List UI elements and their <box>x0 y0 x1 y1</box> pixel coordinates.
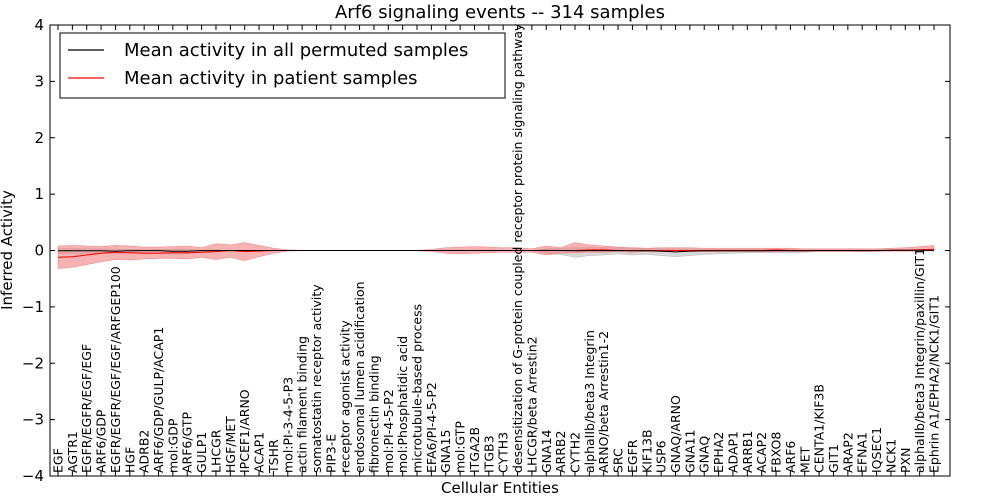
x-tick-label: ITGA2B <box>467 427 482 473</box>
x-tick-label: NCK1 <box>883 439 898 473</box>
x-tick-label: HGF/MET <box>223 416 238 473</box>
y-tick-label: −1 <box>22 298 44 316</box>
y-tick-label: 0 <box>34 242 44 260</box>
x-tick-label: mol:PI-3-4-5-P3 <box>280 377 295 473</box>
x-tick-label: mol:Phosphatidic acid <box>395 336 410 473</box>
x-tick-label: mol:GDP <box>165 418 180 473</box>
x-tick-label: desensitization of G-protein coupled rec… <box>510 23 525 473</box>
x-tick-label: IQSEC1 <box>869 427 884 473</box>
legend-box <box>59 32 506 99</box>
x-tick-label: alphaIIb/beta3 Integrin/paxillin/GIT1 <box>912 248 927 473</box>
legend: Mean activity in all permuted samples Me… <box>59 32 506 99</box>
x-tick-label: LHCGR/beta Arrestin2 <box>524 336 539 473</box>
y-tick-label: −4 <box>22 467 44 485</box>
x-tick-label: HGF <box>122 447 137 473</box>
x-tick-label: SRC <box>611 448 626 473</box>
x-tick-label: ADAP1 <box>726 431 741 473</box>
y-tick-label: 3 <box>34 72 44 90</box>
x-tick-label: PXN <box>898 448 913 473</box>
x-tick-label: GNAQ <box>697 436 712 473</box>
x-tick-label: ARF6/GDP/GULP/ACAP1 <box>151 327 166 473</box>
x-axis-ticks <box>57 25 935 476</box>
x-tick-label: GNAQ/ARNO <box>668 395 683 473</box>
patient-range-band <box>57 242 935 269</box>
x-tick-label: EFA6/PI-4-5-P2 <box>424 382 439 473</box>
x-tick-label: ARRB2 <box>553 431 568 473</box>
y-tick-label: 4 <box>34 16 44 34</box>
x-tick-label: actin filament binding <box>295 336 310 473</box>
plot-frame <box>49 24 951 477</box>
x-tick-label: FBXO8 <box>769 432 784 473</box>
y-tick-label: 2 <box>34 129 44 147</box>
x-tick-label: ARNO/beta Arrestin1-2 <box>596 331 611 473</box>
y-tick-label: −3 <box>22 411 44 429</box>
x-tick-labels: EGF AGTR1 EGFR/EGFR/EGF/EGF ARF6/GDP EGFR/EG… <box>51 23 942 474</box>
x-tick-label: CYTH2 <box>568 432 583 473</box>
x-tick-label: ADRB2 <box>137 430 152 473</box>
chart-title: Arf6 signaling events -- 314 samples <box>335 2 665 23</box>
x-tick-label: LHCGR <box>209 429 224 473</box>
x-tick-label: CENTA1/KIF3B <box>812 384 827 473</box>
x-tick-label: ARF6/GDP <box>94 409 109 473</box>
x-tick-label: microtubule-based process <box>410 304 425 473</box>
x-tick-label: ARRB1 <box>740 431 755 473</box>
x-tick-label: fibronectin binding <box>366 355 381 473</box>
x-tick-label: USP6 <box>654 440 669 473</box>
x-tick-label: receptor agonist activity <box>338 320 353 473</box>
y-axis-label: Inferred Activity <box>0 190 16 310</box>
x-tick-label: ARAP2 <box>840 432 855 473</box>
x-tick-label: CYTH3 <box>496 432 511 473</box>
x-tick-label: EGF <box>51 448 66 473</box>
x-tick-label: KIF13B <box>639 429 654 473</box>
legend-label-patient: Mean activity in patient samples <box>124 68 418 89</box>
x-tick-label: ACAP1 <box>252 432 267 473</box>
x-tick-label: EGFR/EGFR/EGF/EGF/ARFGEP100 <box>108 266 123 473</box>
x-tick-label: EPHA2 <box>711 432 726 473</box>
x-tick-label: PIP3-E <box>323 434 338 473</box>
legend-label-permuted: Mean activity in all permuted samples <box>124 40 468 61</box>
x-tick-label: EGFR/EGFR/EGF/EGF <box>79 344 94 473</box>
x-tick-label: ITGB3 <box>481 435 496 473</box>
x-tick-label: somatostatin receptor activity <box>309 284 324 473</box>
series-lines <box>57 248 935 258</box>
x-tick-label: ARF6 <box>783 441 798 473</box>
y-tick-label: −2 <box>22 354 44 372</box>
x-tick-label: EFNA1 <box>855 432 870 473</box>
y-axis-ticks: 4 3 2 1 0 −1 −2 −3 −4 <box>22 16 950 485</box>
x-tick-label: endosomal lumen acidification <box>352 281 367 473</box>
x-tick-label: mol:PI-4-5-P2 <box>381 389 396 473</box>
x-tick-label: EGFR <box>625 439 640 473</box>
x-tick-label: ARF6/GTP <box>180 412 195 473</box>
x-tick-label: mol:GTP <box>453 421 468 473</box>
x-tick-label: MET <box>797 446 812 473</box>
y-tick-label: 1 <box>34 185 44 203</box>
x-tick-label: GNA11 <box>682 430 697 474</box>
x-tick-label: GULP1 <box>194 432 209 473</box>
x-tick-label: GNA15 <box>438 430 453 474</box>
x-tick-label: GIT1 <box>826 444 841 473</box>
x-tick-label: Ephrin A1/EPHA2/NCK1/GIT1 <box>927 295 942 473</box>
permuted-mean-line <box>57 249 935 253</box>
x-tick-label: IPCEF1/ARNO <box>237 389 252 473</box>
x-tick-label: alphaIIb/beta3 Integrin <box>582 330 597 473</box>
x-tick-label: ACAP2 <box>754 432 769 473</box>
x-tick-label: TSHR <box>266 439 281 474</box>
confidence-bands <box>57 242 935 269</box>
x-axis-label: Cellular Entities <box>441 479 559 497</box>
x-tick-label: AGTR1 <box>65 431 80 473</box>
x-tick-label: GNA14 <box>539 429 554 473</box>
